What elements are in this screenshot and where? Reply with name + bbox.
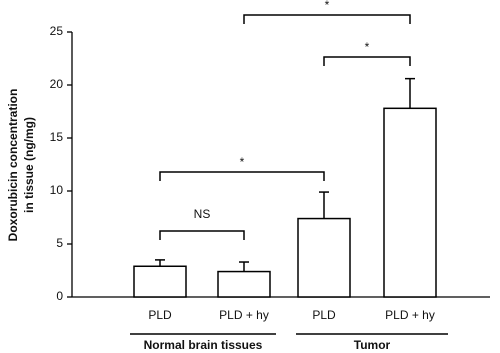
y-tick-label: 10	[50, 183, 64, 197]
significance-label: *	[325, 0, 330, 12]
y-axis-label: Doxorubicin concentration	[6, 89, 20, 242]
y-tick-label: 0	[56, 289, 63, 303]
significance-label: *	[240, 155, 245, 169]
x-tick-label: PLD + hy	[385, 308, 435, 322]
y-tick-label: 25	[50, 24, 64, 38]
significance-bracket	[159, 171, 325, 181]
y-tick-label: 20	[50, 77, 64, 91]
y-axis-label: in tissue (ng/mg)	[22, 117, 36, 213]
significance-bracket	[323, 56, 411, 66]
group-label: Normal brain tissues	[144, 338, 263, 352]
y-tick-label: 5	[56, 236, 63, 250]
bar	[217, 270, 271, 298]
bar	[297, 217, 351, 298]
group-label: Tumor	[354, 338, 391, 352]
bar	[383, 107, 437, 298]
x-tick-label: PLD	[312, 308, 336, 322]
significance-label: NS	[194, 207, 211, 221]
bar	[133, 265, 187, 298]
significance-bracket	[243, 14, 411, 24]
x-tick-label: PLD + hy	[219, 308, 269, 322]
y-tick-label: 15	[50, 130, 64, 144]
x-tick-label: PLD	[148, 308, 172, 322]
significance-bracket	[159, 230, 245, 240]
significance-label: *	[365, 40, 370, 54]
